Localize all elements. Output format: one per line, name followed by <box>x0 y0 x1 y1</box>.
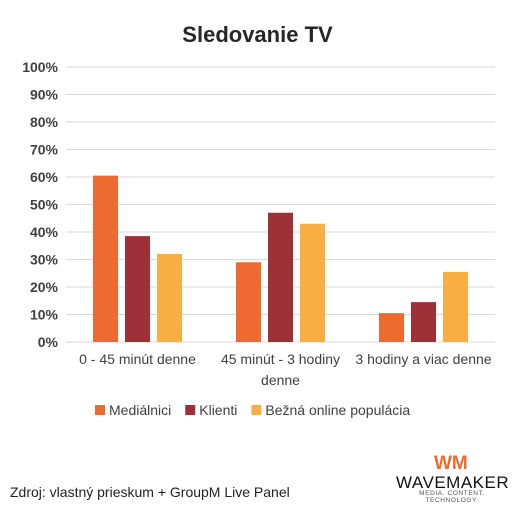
x-tick-label: 3 hodiny a viac denne <box>355 351 491 367</box>
y-tick-label: 60% <box>30 169 59 185</box>
logo-name: WAVEMAKER <box>396 473 510 492</box>
legend-swatch <box>95 405 105 415</box>
legend-label: Mediálnici <box>109 402 171 418</box>
bar <box>157 254 182 342</box>
y-tick-label: 30% <box>30 252 59 268</box>
bar <box>411 302 436 342</box>
y-tick-label: 0% <box>38 334 59 350</box>
svg-text:WM: WM <box>434 453 468 472</box>
y-tick-label: 100% <box>22 59 58 75</box>
x-tick-label: 0 - 45 minút denne <box>79 351 196 367</box>
chart-title: Sledovanie TV <box>182 22 333 47</box>
source-note: Zdroj: vlastný prieskum + GroupM Live Pa… <box>10 484 290 500</box>
wavemaker-logo: WM WAVEMAKER MEDIA. CONTENT. TECHNOLOGY. <box>396 452 510 504</box>
y-tick-label: 10% <box>30 307 59 323</box>
logo-tagline: MEDIA. CONTENT. TECHNOLOGY. <box>419 490 485 504</box>
bar <box>93 175 118 342</box>
x-tick-label: 45 minút - 3 hodiny <box>221 351 340 367</box>
y-tick-label: 50% <box>30 197 59 213</box>
y-tick-label: 90% <box>30 87 59 103</box>
bar <box>300 223 325 342</box>
legend-label: Bežná online populácia <box>265 402 410 418</box>
y-tick-label: 20% <box>30 279 59 295</box>
legend-label: Klienti <box>199 402 237 418</box>
y-tick-label: 80% <box>30 114 59 130</box>
legend-swatch <box>185 405 196 415</box>
legend-swatch <box>251 405 262 415</box>
bar <box>379 313 404 342</box>
y-tick-label: 70% <box>30 142 59 158</box>
wm-logo-icon: WM <box>434 453 468 472</box>
x-tick-label: denne <box>261 372 300 388</box>
y-tick-label: 40% <box>30 224 59 240</box>
bar <box>236 262 261 342</box>
bar <box>443 271 468 342</box>
bar <box>268 212 293 342</box>
bar <box>125 236 150 342</box>
